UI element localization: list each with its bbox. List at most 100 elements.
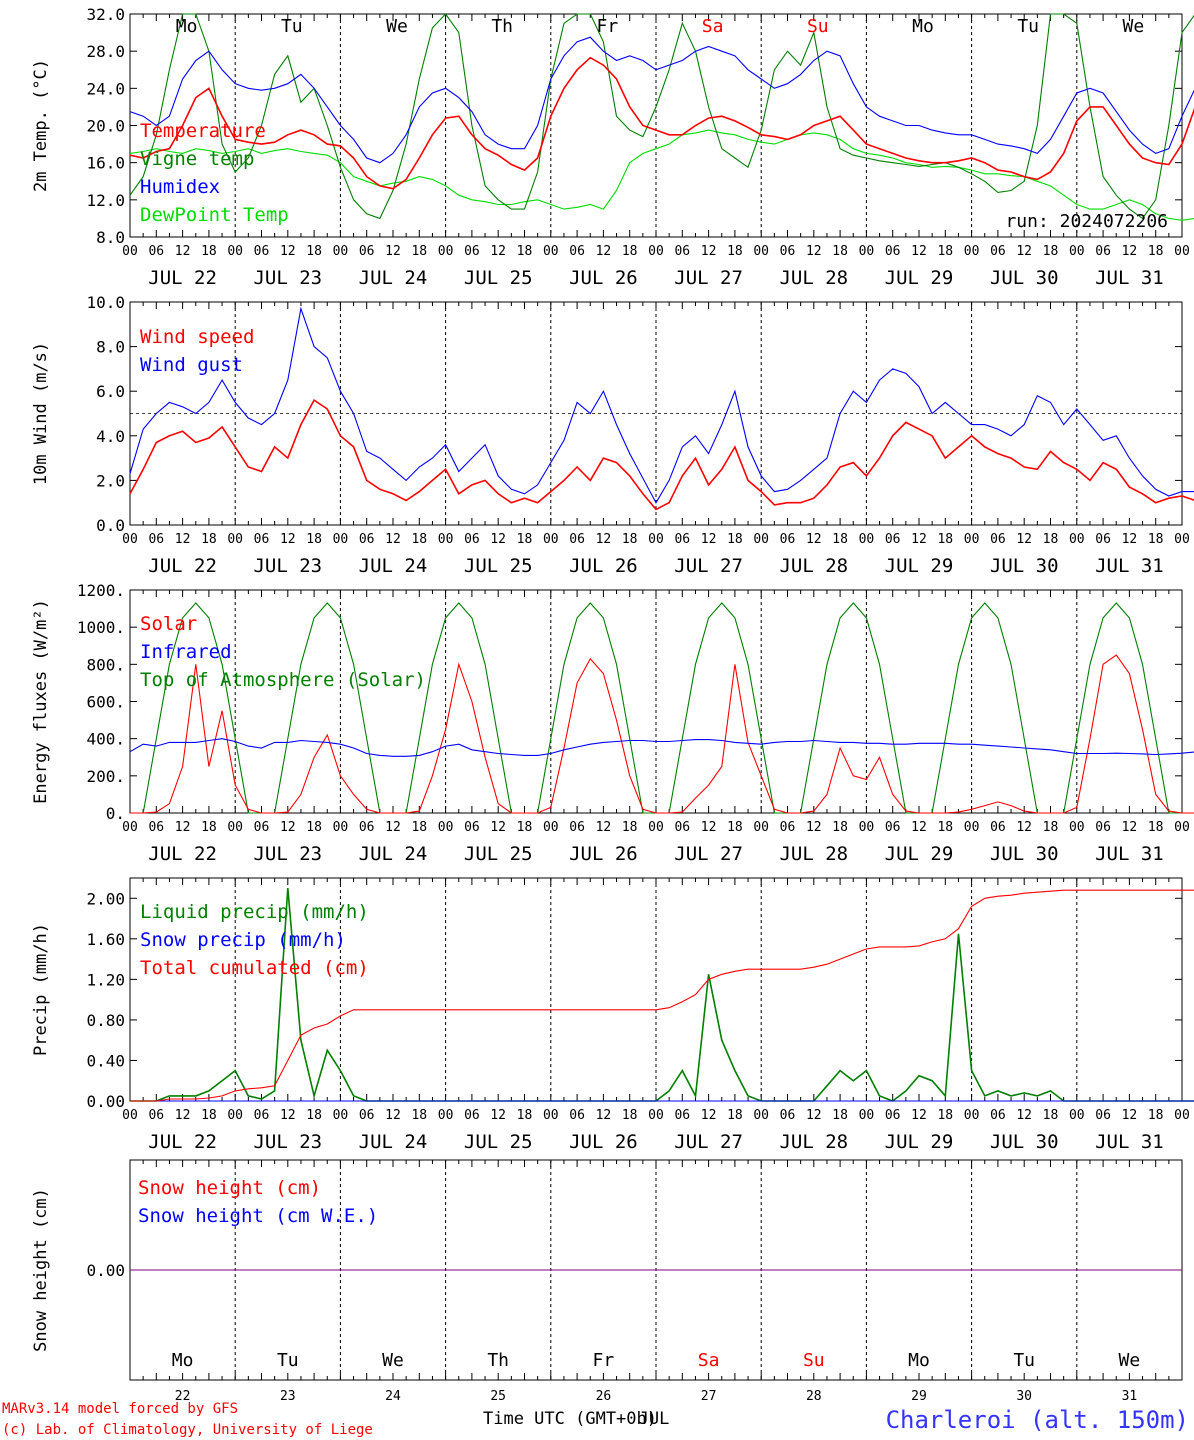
x-date-label: JUL 28: [779, 1131, 848, 1153]
x-hour-tick-label: 06: [674, 532, 690, 547]
legend-entry: Snow height (cm): [138, 1177, 321, 1199]
x-hour-tick-label: 18: [306, 532, 322, 547]
x-hour-tick-label: 18: [1148, 1108, 1164, 1123]
x-hour-tick-label: 12: [1016, 1108, 1032, 1123]
x-hour-tick-label: 12: [490, 1108, 506, 1123]
weekday-label: Su: [807, 16, 829, 37]
x-hour-tick-label: 00: [859, 244, 875, 259]
y-axis-label: 10m Wind (m/s): [31, 342, 51, 485]
x-hour-tick-label: 06: [1095, 532, 1111, 547]
x-hour-tick-label: 06: [1095, 820, 1111, 835]
x-hour-tick-label: 18: [411, 532, 427, 547]
weekday-label: Sa: [702, 16, 724, 37]
x-hour-tick-label: 18: [727, 1108, 743, 1123]
x-hour-tick-label: 06: [148, 820, 164, 835]
series-line-vigne-temp: [129, 13, 1194, 220]
x-hour-tick-label: 18: [832, 532, 848, 547]
x-hour-tick-label: 12: [701, 1108, 717, 1123]
series-line-infrared: [129, 738, 1194, 757]
weekday-label: Fr: [593, 1350, 615, 1371]
x-hour-tick-label: 18: [411, 1108, 427, 1123]
x-hour-tick-label: 12: [596, 820, 612, 835]
legend-entry: Vigne temp: [140, 148, 254, 170]
x-hour-tick-label: 06: [464, 820, 480, 835]
x-hour-tick-label: 06: [254, 244, 270, 259]
x-hour-tick-label: 18: [1043, 532, 1059, 547]
x-hour-tick-label: 18: [727, 820, 743, 835]
x-hour-tick-label: 00: [964, 532, 980, 547]
weekday-label: Tu: [1013, 1350, 1035, 1371]
x-hour-tick-label: 00: [333, 532, 349, 547]
y-tick-label: 1.20: [86, 970, 125, 989]
x-hour-tick-label: 00: [1174, 820, 1190, 835]
footer-model-label: MARv3.14 model forced by GFS: [2, 1401, 238, 1417]
x-day-number-label: 26: [596, 1389, 612, 1404]
run-label: run: 2024072206: [1005, 211, 1168, 232]
series-line-dewpoint-temp: [129, 129, 1194, 221]
x-hour-tick-label: 00: [543, 820, 559, 835]
weekday-label: Su: [803, 1350, 825, 1371]
x-hour-tick-label: 12: [806, 244, 822, 259]
series-line-humidex: [129, 36, 1194, 164]
x-hour-tick-label: 00: [122, 820, 138, 835]
x-hour-tick-label: 18: [1043, 244, 1059, 259]
x-hour-tick-label: 00: [438, 820, 454, 835]
x-hour-tick-label: 12: [911, 1108, 927, 1123]
x-hour-tick-label: 18: [727, 244, 743, 259]
x-date-label: JUL 26: [569, 267, 638, 289]
x-hour-tick-label: 18: [1148, 244, 1164, 259]
x-hour-tick-label: 18: [937, 1108, 953, 1123]
x-hour-tick-label: 06: [885, 820, 901, 835]
x-hour-tick-label: 06: [359, 244, 375, 259]
y-tick-label: 28.0: [86, 42, 125, 61]
x-hour-tick-label: 12: [175, 1108, 191, 1123]
x-hour-tick-label: 18: [832, 244, 848, 259]
x-hour-tick-label: 00: [227, 244, 243, 259]
x-day-number-label: 25: [490, 1389, 506, 1404]
x-hour-tick-label: 06: [569, 244, 585, 259]
y-tick-label: 800.: [86, 655, 125, 674]
x-day-number-label: 22: [175, 1389, 191, 1404]
x-hour-tick-label: 00: [122, 532, 138, 547]
x-hour-tick-label: 00: [753, 1108, 769, 1123]
x-hour-tick-label: 00: [1069, 244, 1085, 259]
x-date-label: JUL 30: [990, 1131, 1059, 1153]
legend-entry: Snow height (cm W.E.): [138, 1205, 378, 1227]
x-hour-tick-label: 12: [490, 532, 506, 547]
x-hour-tick-label: 00: [648, 1108, 664, 1123]
x-hour-tick-label: 06: [359, 820, 375, 835]
x-hour-tick-label: 00: [859, 532, 875, 547]
x-axis-title: Time UTC (GMT+0h): [483, 1409, 657, 1429]
weekday-label: Fr: [597, 16, 619, 37]
x-hour-tick-label: 12: [806, 1108, 822, 1123]
x-hour-tick-label: 12: [385, 532, 401, 547]
x-hour-tick-label: 06: [569, 820, 585, 835]
x-hour-tick-label: 18: [201, 244, 217, 259]
x-hour-tick-label: 06: [674, 244, 690, 259]
x-date-label: JUL 31: [1095, 843, 1164, 865]
x-hour-tick-label: 18: [832, 820, 848, 835]
x-hour-tick-label: 00: [1174, 244, 1190, 259]
x-date-label: JUL 29: [885, 843, 954, 865]
x-hour-tick-label: 18: [201, 532, 217, 547]
weekday-label: Tu: [277, 1350, 299, 1371]
x-hour-tick-label: 18: [937, 820, 953, 835]
x-hour-tick-label: 12: [911, 244, 927, 259]
legend-entry: Liquid precip (mm/h): [140, 901, 369, 923]
y-tick-label: 2.0: [96, 471, 125, 490]
x-hour-tick-label: 00: [1069, 1108, 1085, 1123]
x-hour-tick-label: 06: [464, 244, 480, 259]
x-date-label: JUL 29: [885, 555, 954, 577]
x-date-label: JUL 27: [674, 555, 743, 577]
x-day-number-label: 31: [1122, 1389, 1138, 1404]
x-hour-tick-label: 00: [333, 1108, 349, 1123]
x-hour-tick-label: 12: [490, 820, 506, 835]
x-day-number-label: 29: [911, 1389, 927, 1404]
x-day-number-label: 28: [806, 1389, 822, 1404]
x-hour-tick-label: 18: [1043, 1108, 1059, 1123]
legend-entry: Wind speed: [140, 326, 254, 348]
x-hour-tick-label: 18: [411, 244, 427, 259]
x-date-label: JUL 31: [1095, 555, 1164, 577]
x-hour-tick-label: 12: [1016, 244, 1032, 259]
x-hour-tick-label: 12: [596, 532, 612, 547]
